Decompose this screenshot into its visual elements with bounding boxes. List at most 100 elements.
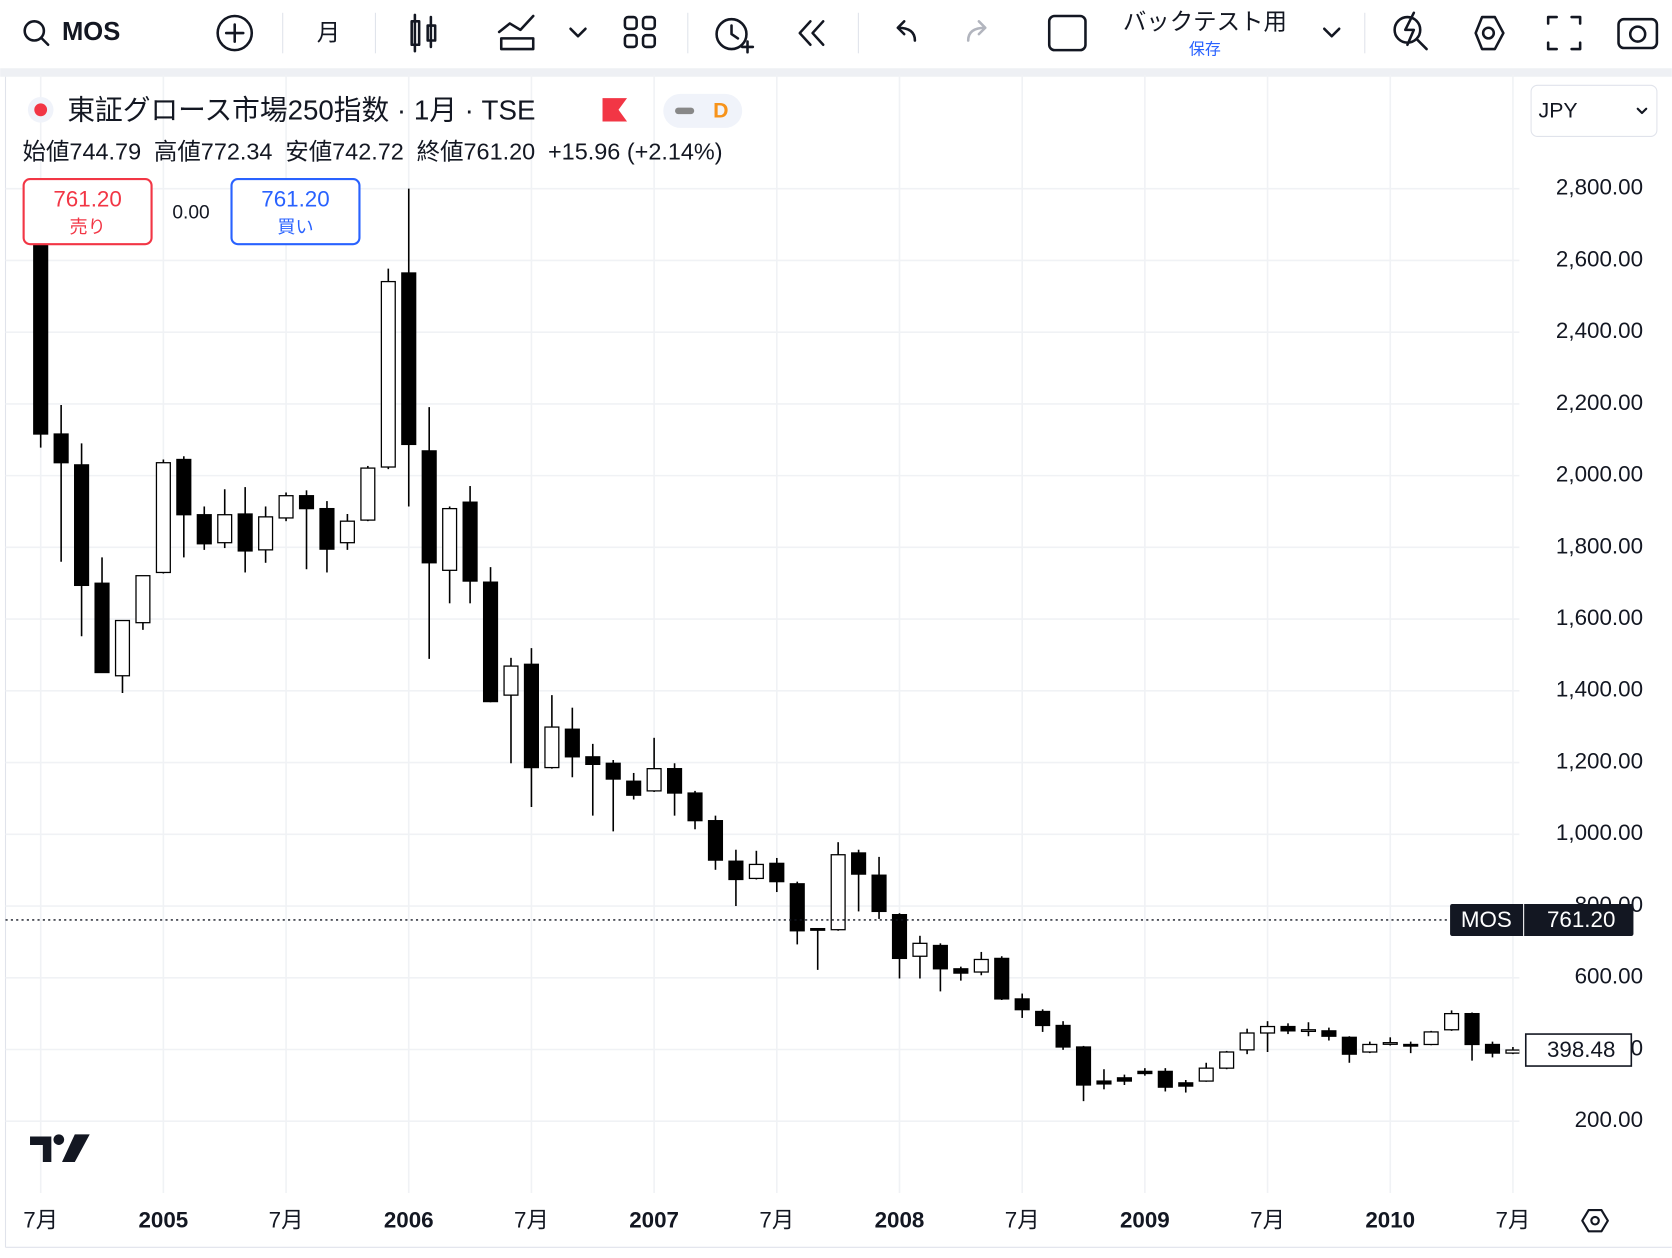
currency[interactable]: JPY	[1539, 99, 1578, 123]
candle-body	[605, 762, 621, 780]
candle-body	[1423, 1031, 1439, 1046]
candle-body	[1055, 1024, 1071, 1048]
candle-body	[1075, 1046, 1092, 1086]
candle-body	[830, 854, 846, 931]
x-tick-label: 2007	[629, 1208, 679, 1233]
ohlc-value: 761.20	[464, 139, 536, 165]
candle-body	[176, 458, 192, 516]
candle-body	[298, 495, 315, 510]
candles	[33, 188, 1520, 1102]
candle-body	[564, 728, 580, 758]
candle-body	[1035, 1010, 1051, 1027]
candle-body	[953, 968, 969, 974]
candle-body	[1382, 1042, 1398, 1045]
candle-body	[1137, 1070, 1153, 1075]
search-button[interactable]: MOS	[23, 18, 121, 47]
candle-body	[585, 756, 601, 765]
settings-icon	[1481, 26, 1496, 40]
badge-dash	[675, 107, 695, 115]
x-tick-label: 2005	[138, 1208, 188, 1233]
candle-body	[319, 507, 335, 550]
candle-body	[1198, 1067, 1214, 1082]
time-settings[interactable]	[1581, 1208, 1609, 1233]
x-tick-label: 7月	[1005, 1208, 1040, 1233]
y-tick-label: 2,800.00	[1556, 175, 1643, 200]
y-tick-label: 200.00	[1575, 1107, 1643, 1132]
quick-search-button[interactable]	[1393, 11, 1428, 51]
save-label[interactable]: 保存	[1189, 40, 1221, 58]
candle-body	[421, 450, 437, 564]
y-tick-label: 1,200.00	[1556, 748, 1643, 773]
backtest-icon[interactable]	[1047, 14, 1087, 52]
ohlc-values: 始値744.79 高値772.34 安値742.72 終値761.20 +15.96 (…	[23, 139, 723, 165]
alert-button[interactable]	[715, 17, 755, 54]
ohlc-change: +15.96 (+2.14%)	[548, 139, 723, 165]
x-tick-label: 7月	[759, 1208, 794, 1233]
candle-body	[626, 780, 642, 796]
x-tick-label: 7月	[269, 1208, 304, 1233]
candle-body	[360, 467, 376, 521]
settings-button[interactable]	[1474, 15, 1505, 51]
candle-body	[1259, 1025, 1276, 1034]
backtest-dropdown[interactable]	[1322, 27, 1341, 38]
candle-body	[1300, 1029, 1317, 1033]
candle-body	[442, 507, 458, 571]
candle-body	[135, 575, 151, 624]
legend-title[interactable]: 東証グロース市場250指数 · 1月 · TSE	[67, 94, 535, 125]
candle-body	[973, 958, 989, 973]
ohlc-value: 772.34	[201, 139, 273, 165]
candle-body	[932, 944, 948, 970]
badge: D	[713, 99, 728, 123]
add-symbol-button[interactable]	[216, 14, 254, 52]
replay-button[interactable]	[798, 20, 825, 47]
ohlc-value: 744.79	[69, 139, 141, 165]
candle-body	[1464, 1012, 1480, 1046]
candle-body	[871, 874, 887, 913]
backtest-label[interactable]: バックテスト用	[1123, 9, 1287, 35]
ohlc-name: 始値	[23, 139, 70, 165]
undo-button[interactable]	[896, 20, 917, 42]
y-tick-label: 2,200.00	[1556, 390, 1643, 415]
y-tick-label: 1,600.00	[1556, 605, 1643, 630]
buy-button[interactable]: 761.20 買い	[230, 178, 361, 246]
candle-body	[1362, 1043, 1378, 1053]
candle-body	[53, 433, 69, 464]
buy-label[interactable]: 買い	[277, 217, 313, 237]
x-tick-label: 2006	[384, 1208, 434, 1233]
candle-body	[482, 581, 499, 703]
candle-body	[1403, 1043, 1419, 1047]
candle-body	[237, 513, 253, 552]
ohlc-name: 安値	[285, 139, 332, 165]
candle-body	[114, 619, 131, 677]
sell-label[interactable]: 売り	[69, 217, 105, 237]
last-price-badge	[1450, 903, 1634, 936]
candle-body	[1014, 998, 1030, 1011]
candle-body	[503, 665, 519, 696]
layout-button[interactable]	[623, 15, 657, 49]
y-tick-label: 1,400.00	[1556, 677, 1643, 702]
sell-button[interactable]: 761.20 売り	[22, 178, 153, 246]
tv-logo	[30, 1134, 90, 1163]
ohlc-name: 終値	[417, 139, 464, 165]
fullscreen-button[interactable]	[1546, 15, 1582, 51]
indicators-button[interactable]	[497, 14, 587, 51]
symbol[interactable]: MOS	[62, 18, 120, 46]
snapshot-button[interactable]	[1617, 17, 1659, 50]
chart-type-button[interactable]	[410, 13, 437, 53]
candle-body	[1178, 1082, 1194, 1087]
candle-body	[33, 231, 49, 435]
overlay: MOS 761.20 398.48	[5, 903, 1634, 1067]
last-price-symbol: MOS	[1461, 907, 1512, 932]
interval-button[interactable]: 月	[317, 19, 340, 45]
currency-select[interactable]: JPY	[1530, 84, 1658, 137]
flag[interactable]	[602, 98, 628, 122]
x-tick-label: 2009	[1120, 1208, 1170, 1233]
toolbar: MOS 月 バックテスト用 保存	[23, 9, 1659, 58]
buy-price[interactable]: 761.20	[261, 186, 329, 211]
candle-body	[769, 862, 785, 883]
candle-body	[1280, 1025, 1296, 1032]
sell-price[interactable]: 761.20	[53, 186, 121, 211]
x-tick-label: 7月	[1496, 1208, 1531, 1233]
candle-body	[1239, 1032, 1255, 1051]
